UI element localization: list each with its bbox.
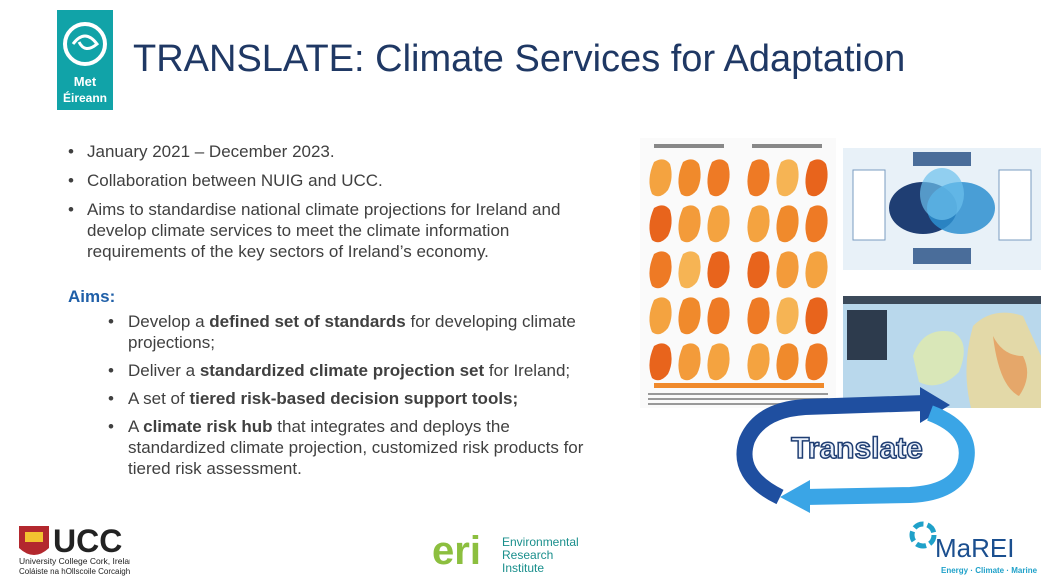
aim-item: Develop a defined set of standards for d… — [108, 311, 608, 353]
map-heat — [993, 336, 1028, 396]
risk-diagram — [843, 148, 1041, 270]
map-thumbnail — [776, 205, 799, 243]
map-thumbnail — [707, 251, 730, 289]
text: for Ireland; — [484, 361, 571, 380]
map-panel — [847, 310, 887, 360]
logo-text: Met — [74, 74, 97, 89]
map-thumbnail — [805, 343, 828, 381]
diagram-box — [852, 169, 886, 241]
logo-swirl — [63, 22, 107, 66]
map-thumbnail — [649, 205, 672, 243]
text: A — [128, 417, 144, 436]
ucc-name: UCC — [53, 523, 122, 559]
diagram-box — [913, 152, 971, 166]
map-thumbnail — [678, 159, 701, 197]
text: Deliver a — [128, 361, 200, 380]
aim-item: A set of tiered risk-based decision supp… — [108, 388, 608, 409]
arrow-head — [780, 480, 810, 513]
met-eireann-logo: Met Éireann — [57, 10, 113, 110]
aims-list: Develop a defined set of standards for d… — [108, 311, 608, 486]
map-thumbnail — [707, 297, 730, 335]
map-thumbnail — [747, 205, 770, 243]
diagram-box — [913, 248, 971, 264]
caption-line — [648, 393, 828, 395]
map-thumbnail — [776, 251, 799, 289]
ucc-line: Coláiste na hOllscoile Corcaigh — [19, 567, 130, 576]
logo-swirl — [71, 34, 100, 50]
map-thumbnail — [805, 159, 828, 197]
text: for developing climate projections; — [128, 312, 576, 352]
map-thumbnail — [747, 251, 770, 289]
loop-arrow — [736, 395, 926, 505]
map-thumbnail — [776, 159, 799, 197]
diagram-box — [998, 169, 1032, 241]
map-thumbnail — [678, 297, 701, 335]
logo-text: Éireann — [63, 90, 107, 105]
marei-name: MaREI — [935, 533, 1014, 563]
marei-tagline: Energy · Climate · Marine — [941, 566, 1038, 575]
bullet: January 2021 – December 2023. — [68, 141, 608, 162]
ucc-logo: UCC University College Cork, Ireland Col… — [19, 523, 130, 576]
map-thumbnail — [649, 251, 672, 289]
map-thumbnail — [707, 205, 730, 243]
map-thumbnail — [707, 343, 730, 381]
text: that integrates and deploys the standard… — [128, 417, 584, 478]
panel-header — [752, 144, 822, 148]
translate-graphic: Translate — [736, 387, 975, 513]
ucc-line: University College Cork, Ireland — [19, 556, 130, 566]
bold-text: tiered risk-based decision support tools… — [189, 389, 519, 408]
map-thumbnail — [707, 159, 730, 197]
map-thumbnail — [805, 205, 828, 243]
bullet: Aims to standardise national climate pro… — [68, 199, 608, 262]
map-thumbnail — [776, 297, 799, 335]
map-thumbnail — [649, 343, 672, 381]
temperature-maps-figure — [640, 138, 836, 408]
map-thumbnail — [649, 297, 672, 335]
loop-arrow — [804, 405, 975, 505]
bold-text: climate risk hub — [143, 417, 273, 436]
map-thumbnail — [678, 251, 701, 289]
map-toolbar — [843, 296, 1041, 304]
map-thumbnail — [805, 297, 828, 335]
aim-item: A climate risk hub that integrates and d… — [108, 416, 608, 479]
map-thumbnail — [747, 297, 770, 335]
map-thumbnail — [649, 159, 672, 197]
diagram-ellipse — [920, 168, 964, 220]
eri-text: Institute — [502, 561, 544, 575]
text: Develop a — [128, 312, 210, 331]
caption-line — [648, 398, 828, 400]
ucc-crest — [25, 532, 43, 542]
map-land — [913, 331, 964, 386]
slide-title: TRANSLATE: Climate Services for Adaptati… — [133, 38, 906, 80]
map-thumbnail — [805, 251, 828, 289]
bullet: Collaboration between NUIG and UCC. — [68, 170, 608, 191]
eri-text: Research — [502, 548, 553, 562]
aim-item: Deliver a standardized climate projectio… — [108, 360, 608, 381]
marei-logo: MaREI Energy · Climate · Marine — [909, 521, 1038, 575]
eri-mark: eri — [432, 529, 481, 573]
figure-background — [640, 138, 836, 408]
map-thumbnail — [678, 343, 701, 381]
aims-label: Aims: — [68, 287, 116, 306]
panel-header — [654, 144, 724, 148]
map-thumbnail — [776, 343, 799, 381]
map-thumbnail — [747, 343, 770, 381]
text: A set of — [128, 389, 190, 408]
bold-text: defined set of standards — [209, 312, 406, 331]
translate-label: Translate — [791, 432, 923, 465]
caption-line — [648, 403, 828, 405]
logo-background — [57, 10, 113, 110]
eri-logo: eri Environmental Research Institute — [432, 529, 579, 575]
arrow-head — [920, 387, 950, 423]
map-screenshot — [843, 296, 1041, 408]
marei-mark — [909, 521, 937, 549]
colorbar — [654, 383, 824, 388]
bold-text: standardized climate projection set — [199, 361, 485, 380]
bullet-list: January 2021 – December 2023. Collaborati… — [68, 141, 608, 270]
eri-text: Environmental — [502, 535, 579, 549]
map-thumbnail — [747, 159, 770, 197]
map-thumbnail — [678, 205, 701, 243]
